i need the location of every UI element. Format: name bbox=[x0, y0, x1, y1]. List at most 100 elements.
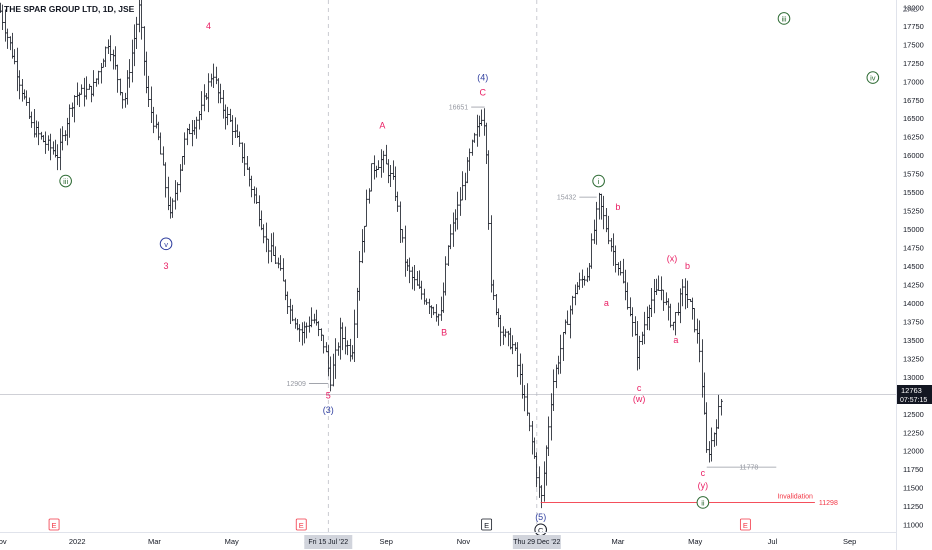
wave-label: c bbox=[701, 468, 706, 478]
price-level-label: 12909 bbox=[286, 381, 306, 388]
earnings-event-label: E bbox=[743, 521, 748, 530]
earnings-event-marker[interactable] bbox=[481, 518, 493, 531]
last-price-value: 12763 bbox=[901, 386, 922, 395]
wave-label: v bbox=[164, 240, 168, 249]
y-tick-label: 14500 bbox=[903, 262, 924, 271]
wave-label: i bbox=[598, 177, 600, 186]
wave-label: C bbox=[538, 526, 544, 535]
y-tick-label: 17750 bbox=[903, 22, 924, 31]
y-tick-label: 11750 bbox=[903, 465, 923, 474]
y-tick-label: 18000 bbox=[903, 3, 924, 12]
wave-label: 5 bbox=[326, 390, 331, 400]
wave-label: (4) bbox=[477, 73, 488, 83]
y-tick-label: 12250 bbox=[903, 428, 924, 437]
wave-label-circle bbox=[696, 496, 710, 509]
wave-label-circle bbox=[159, 237, 173, 251]
wave-label: iii bbox=[63, 177, 68, 186]
invalidation-value: 11298 bbox=[819, 500, 838, 507]
y-tick-label: 11000 bbox=[903, 521, 923, 530]
earnings-event-marker[interactable] bbox=[739, 518, 751, 531]
x-tick-label: 2022 bbox=[69, 537, 86, 546]
ohlc-bars bbox=[0, 0, 723, 509]
wave-label: 3 bbox=[164, 261, 169, 271]
y-tick-label: 12000 bbox=[903, 447, 924, 456]
x-tick-label: May bbox=[688, 537, 702, 546]
wave-label: b bbox=[615, 202, 620, 212]
x-tick-label: Jul bbox=[768, 537, 778, 546]
date-badge-label: Fri 15 Jul '22 bbox=[308, 539, 348, 546]
y-tick-label: 16250 bbox=[903, 133, 924, 142]
y-tick-label: 17250 bbox=[903, 59, 924, 68]
price-axis-bg bbox=[896, 0, 932, 550]
wave-label: ii bbox=[701, 498, 705, 507]
wave-label: (5) bbox=[535, 512, 546, 522]
earnings-event-label: E bbox=[299, 521, 304, 530]
wave-label: b bbox=[685, 261, 690, 271]
price-level-label: 15432 bbox=[557, 195, 577, 202]
y-tick-label: 16750 bbox=[903, 96, 924, 105]
wave-label: (y) bbox=[698, 480, 709, 490]
y-tick-label: 12500 bbox=[903, 410, 924, 419]
x-tick-label: Sep bbox=[380, 537, 393, 546]
y-tick-label: 13750 bbox=[903, 317, 924, 326]
wave-label: (3) bbox=[323, 405, 334, 415]
bar-countdown: 07:57:15 bbox=[900, 397, 927, 404]
y-tick-label: 13500 bbox=[903, 336, 924, 345]
wave-label: a bbox=[673, 335, 678, 345]
wave-label: iii bbox=[782, 14, 787, 23]
wave-label-circle bbox=[866, 71, 880, 84]
y-tick-label: 15000 bbox=[903, 225, 924, 234]
date-badge-label: Thu 29 Dec '22 bbox=[513, 539, 560, 546]
y-tick-label: 11500 bbox=[903, 484, 923, 493]
y-tick-label: 14250 bbox=[903, 280, 924, 289]
wave-label: 4 bbox=[206, 21, 211, 31]
chart-title: THE SPAR GROUP LTD, 1D, JSE bbox=[4, 4, 135, 14]
wave-labels: 4iiiv3AB(4)C5(3)(5)Cibac(w)(x)bac(y)iiii… bbox=[59, 12, 880, 537]
currency-label: ZAC bbox=[903, 5, 919, 14]
last-price-badge: 12763 07:57:15 bbox=[897, 385, 932, 404]
earnings-event-label: E bbox=[484, 521, 489, 530]
wave-label: (w) bbox=[633, 394, 646, 404]
earnings-event-marker[interactable] bbox=[295, 518, 307, 531]
earnings-event-marker[interactable] bbox=[48, 518, 60, 531]
x-tick-label: Sep bbox=[843, 537, 856, 546]
earnings-event-label: E bbox=[52, 521, 57, 530]
wave-label: B bbox=[441, 328, 447, 338]
wave-label: A bbox=[379, 121, 385, 131]
date-badge bbox=[512, 535, 561, 549]
date-badge bbox=[304, 535, 353, 549]
wave-label-circle bbox=[777, 12, 791, 25]
invalidation-label: Invalidation bbox=[777, 494, 813, 501]
y-tick-label: 16500 bbox=[903, 114, 924, 123]
y-tick-label: 15750 bbox=[903, 170, 924, 179]
y-tick-label: 11250 bbox=[903, 502, 923, 511]
x-tick-label: Nov bbox=[457, 537, 471, 546]
price-level-label: 11778 bbox=[739, 465, 758, 472]
wave-label-circle bbox=[592, 174, 605, 188]
x-tick-label: May bbox=[225, 537, 239, 546]
price-level-label: 16651 bbox=[449, 105, 469, 112]
y-tick-label: 14750 bbox=[903, 244, 924, 253]
wave-label: C bbox=[480, 87, 487, 97]
wave-label: c bbox=[637, 383, 642, 393]
chart-grid bbox=[0, 0, 896, 532]
price-axis[interactable]: 18000 17750 17500 17250 17000 16750 16500 16250… bbox=[896, 0, 932, 550]
y-tick-label: 16000 bbox=[903, 151, 924, 160]
y-tick-label: 13000 bbox=[903, 373, 924, 382]
y-tick-label: 17000 bbox=[903, 77, 924, 86]
x-tick-label: Nov bbox=[0, 537, 7, 546]
x-tick-label: Mar bbox=[148, 537, 161, 546]
y-tick-label: 17500 bbox=[903, 40, 924, 49]
y-tick-label: 15250 bbox=[903, 207, 924, 216]
y-tick-label: 14000 bbox=[903, 299, 924, 308]
y-tick-label: 15500 bbox=[903, 188, 924, 197]
wave-label: iv bbox=[870, 74, 876, 83]
x-tick-label: Mar bbox=[611, 537, 624, 546]
wave-label-circle bbox=[59, 174, 72, 188]
price-levels: 16651 15432 12909 11778 Invalidation 11298 bbox=[286, 105, 837, 508]
wave-label: a bbox=[604, 298, 609, 308]
wave-label: (x) bbox=[667, 254, 678, 264]
time-axis[interactable]: Nov2022MarMayJulSepNovJanMarMayJulSepFri… bbox=[0, 532, 896, 550]
